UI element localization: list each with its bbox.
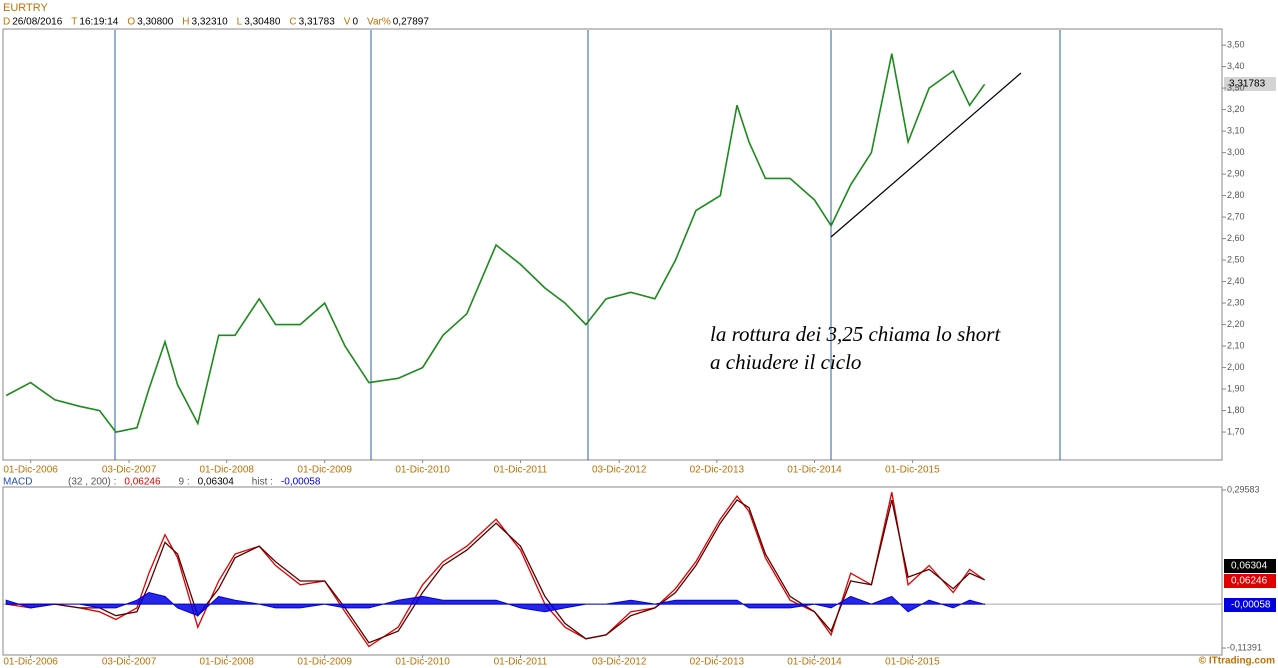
last-value: -0,00058: [1231, 600, 1271, 611]
x-tick-label: 01-Dic-2010: [395, 657, 450, 668]
x-tick-label: 03-Dic-2007: [102, 657, 157, 668]
y-tick-label: 2,30: [1227, 297, 1245, 307]
cycle-lines: [114, 30, 1061, 460]
series-line: [6, 499, 985, 644]
legend-name: 9 :: [179, 477, 190, 488]
y-tick-label: 2,80: [1227, 190, 1245, 200]
legend-name: (32 , 200) :: [68, 477, 116, 488]
y-tick-label: 1,80: [1227, 405, 1245, 415]
quote-key: D: [3, 17, 10, 28]
quote-value: 3,30480: [244, 17, 281, 28]
legend-value: -0,00058: [281, 477, 321, 488]
y-tick-label: 3,50: [1227, 39, 1245, 49]
y-tick-label: 2,70: [1227, 211, 1245, 221]
y-tick-label: 1,70: [1227, 426, 1245, 436]
series-line: [6, 492, 985, 648]
x-tick-label: 01-Dic-2006: [3, 465, 58, 476]
y-tick-label: 2,10: [1227, 340, 1245, 350]
annotation: la rottura dei 3,25 chiama lo short: [710, 322, 1001, 346]
quote-key: H: [182, 17, 189, 28]
y-tick-label: 3,10: [1227, 125, 1245, 135]
credit: © ITtrading.com: [1199, 656, 1275, 667]
quote-key: T: [71, 17, 77, 28]
x-tick-label: 03-Dic-2012: [592, 465, 647, 476]
quote-value: 0: [352, 17, 358, 28]
quote-line: D 26/08/2016 T 16:19:14 O 3,30800 H 3,32310 L 3,3…: [3, 17, 429, 28]
quote-key: Var%: [367, 17, 391, 28]
quote-key: L: [237, 17, 243, 28]
y-tick-label: 3,30: [1227, 82, 1245, 92]
x-tick-label: 01-Dic-2014: [787, 657, 842, 668]
last-value: 0,06304: [1231, 561, 1268, 572]
y-tick-label: 0,29583: [1227, 484, 1260, 494]
trend-line: [830, 72, 1022, 238]
histogram: [5, 591, 986, 617]
last-value-box: [1224, 559, 1276, 573]
last-price: 3,31783: [1229, 79, 1266, 90]
x-tick-label: 01-Dic-2008: [199, 657, 254, 668]
x-tick-label: 01-Dic-2006: [3, 657, 58, 668]
x-tick-label: 02-Dic-2013: [690, 465, 745, 476]
quote-value: 3,30800: [137, 17, 174, 28]
y-tick-label: 2,90: [1227, 168, 1245, 178]
y-tick-label: 2,40: [1227, 276, 1245, 286]
last-value: 0,06246: [1231, 576, 1268, 587]
last-value-box: [1224, 574, 1276, 588]
x-tick-label: 01-Dic-2011: [494, 657, 548, 668]
legend-value: 0,06246: [124, 477, 161, 488]
price-frame: [2, 28, 1223, 461]
macd-frame: [2, 486, 1223, 656]
y-tick-label: 3,00: [1227, 147, 1245, 157]
last-value-box: [1224, 598, 1276, 612]
quote-key: C: [289, 17, 296, 28]
x-tick-label: 03-Dic-2007: [102, 465, 157, 476]
x-tick-label: 01-Dic-2010: [395, 465, 450, 476]
y-tick-label: -0,11391: [1227, 642, 1262, 652]
y-tick-label: 2,20: [1227, 319, 1245, 329]
legend-name: hist :: [252, 477, 273, 488]
x-tick-label: 02-Dic-2013: [690, 657, 745, 668]
x-tick-label: 01-Dic-2015: [885, 465, 940, 476]
x-tick-label: 01-Dic-2014: [787, 465, 842, 476]
y-tick-label: 2,00: [1227, 362, 1245, 372]
quote-value: 0,27897: [393, 17, 430, 28]
quote-value: 3,32310: [192, 17, 229, 28]
y-tick-label: 3,40: [1227, 61, 1245, 71]
x-tick-label: 03-Dic-2012: [592, 657, 647, 668]
macd-title: MACD: [3, 477, 32, 488]
quote-value: 16:19:14: [79, 17, 118, 28]
x-tick-label: 01-Dic-2009: [297, 465, 352, 476]
quote-key: O: [127, 17, 135, 28]
quote-value: 3,31783: [299, 17, 336, 28]
last-price-box: [1224, 77, 1276, 91]
legend-value: 0,06304: [198, 477, 235, 488]
quote-key: V: [344, 17, 351, 28]
x-tick-label: 01-Dic-2011: [494, 465, 548, 476]
x-tick-label: 01-Dic-2008: [199, 465, 254, 476]
x-tick-label: 01-Dic-2015: [885, 657, 940, 668]
y-tick-label: 2,50: [1227, 254, 1245, 264]
y-tick-label: 3,20: [1227, 104, 1245, 114]
series-line: [5, 53, 986, 433]
x-tick-label: 01-Dic-2009: [297, 657, 352, 668]
annotation: a chiudere il ciclo: [710, 350, 861, 374]
y-tick-label: 2,60: [1227, 233, 1245, 243]
quote-value: 26/08/2016: [12, 17, 62, 28]
symbol: EURTRY: [3, 2, 48, 14]
y-tick-label: 1,90: [1227, 383, 1245, 393]
